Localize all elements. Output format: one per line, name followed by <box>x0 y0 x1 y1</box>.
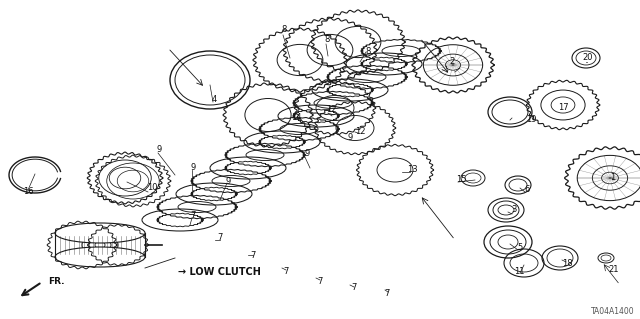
Text: 8: 8 <box>365 48 371 56</box>
Text: 18: 18 <box>562 259 572 269</box>
Text: 7: 7 <box>384 288 390 298</box>
Text: FR.: FR. <box>48 278 65 286</box>
Text: 6: 6 <box>524 186 530 195</box>
Text: 5: 5 <box>517 243 523 253</box>
Text: 7: 7 <box>218 234 223 242</box>
Text: 10: 10 <box>147 183 157 192</box>
Text: 7: 7 <box>190 211 196 219</box>
Text: TA04A1400: TA04A1400 <box>591 308 635 316</box>
Text: 20: 20 <box>583 53 593 62</box>
Ellipse shape <box>55 247 145 267</box>
Text: 7: 7 <box>317 277 323 286</box>
Text: → LOW CLUTCH: → LOW CLUTCH <box>178 267 261 277</box>
Text: 8: 8 <box>324 35 330 44</box>
Text: 12: 12 <box>326 106 336 115</box>
Text: 15: 15 <box>456 175 467 184</box>
Text: 16: 16 <box>22 188 33 197</box>
Text: 19: 19 <box>525 115 536 124</box>
Text: 9: 9 <box>156 145 162 154</box>
Text: 9: 9 <box>225 177 230 187</box>
Text: 14: 14 <box>291 113 301 122</box>
Text: 1: 1 <box>611 174 616 182</box>
Text: 7: 7 <box>351 284 356 293</box>
Text: 12: 12 <box>355 127 365 136</box>
Text: 9: 9 <box>305 150 310 159</box>
Text: 13: 13 <box>406 166 417 174</box>
Text: 4: 4 <box>211 95 216 105</box>
Text: 11: 11 <box>514 268 524 277</box>
Text: 2: 2 <box>449 57 454 66</box>
Text: 7: 7 <box>284 266 289 276</box>
Text: 17: 17 <box>557 103 568 113</box>
Text: 21: 21 <box>609 265 620 275</box>
Text: 7: 7 <box>250 251 256 261</box>
Text: 8: 8 <box>282 26 287 34</box>
Text: 9: 9 <box>348 132 353 142</box>
Ellipse shape <box>55 223 145 243</box>
Text: 3: 3 <box>511 205 516 214</box>
Text: 9: 9 <box>190 162 196 172</box>
